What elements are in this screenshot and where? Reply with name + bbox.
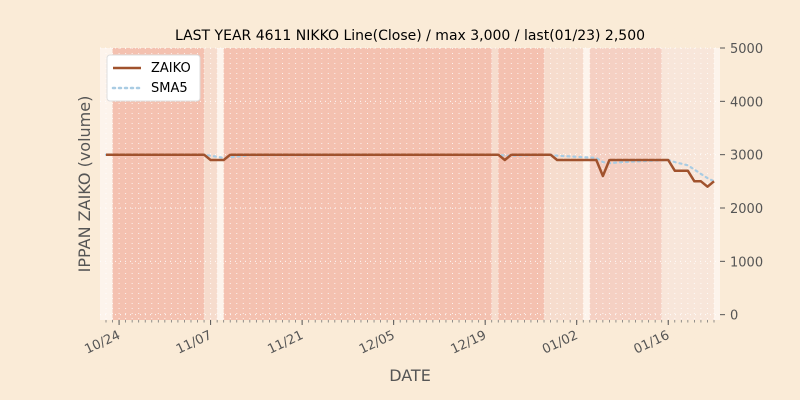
- x-tick-label: 11/07: [174, 328, 214, 357]
- background-band-3: [491, 48, 499, 320]
- y-tick-label: 0: [730, 309, 738, 324]
- background-band-4: [498, 48, 545, 320]
- y-axis-label: IPPAN ZAIKO (volume): [75, 96, 94, 273]
- x-tick-label: 10/24: [82, 328, 122, 357]
- x-tick-label: 12/05: [357, 328, 397, 357]
- y-ticks: 0 1000 2000 3000 4000 5000: [720, 42, 763, 324]
- x-tick-label: 11/21: [266, 328, 306, 357]
- x-tick-label: 01/16: [632, 328, 672, 357]
- y-tick-label: 4000: [730, 95, 763, 110]
- chart-title: LAST YEAR 4611 NIKKO Line(Close) / max 3…: [175, 28, 645, 44]
- series-line-zaiko: [106, 153, 715, 188]
- background-band-2: [223, 48, 492, 320]
- y-tick-label: 3000: [730, 149, 763, 164]
- background-band-6: [589, 48, 662, 320]
- legend-label-sma5: SMA5: [151, 81, 188, 96]
- legend-box: [106, 54, 201, 102]
- x-axis-label: DATE: [389, 366, 431, 385]
- series-lines: [104, 153, 716, 188]
- legend: ZAIKO SMA5: [106, 54, 201, 102]
- y-tick-label: 1000: [730, 255, 763, 270]
- x-tick-label: 01/02: [540, 328, 580, 357]
- x-tick-label: 12/19: [449, 328, 489, 357]
- y-tick-label: 5000: [730, 42, 763, 57]
- x-ticks: 10/24 11/07 11/21 12/05 12/19 01/02 01/16: [82, 320, 715, 357]
- legend-label-zaiko: ZAIKO: [151, 61, 191, 76]
- y-tick-label: 2000: [730, 202, 763, 217]
